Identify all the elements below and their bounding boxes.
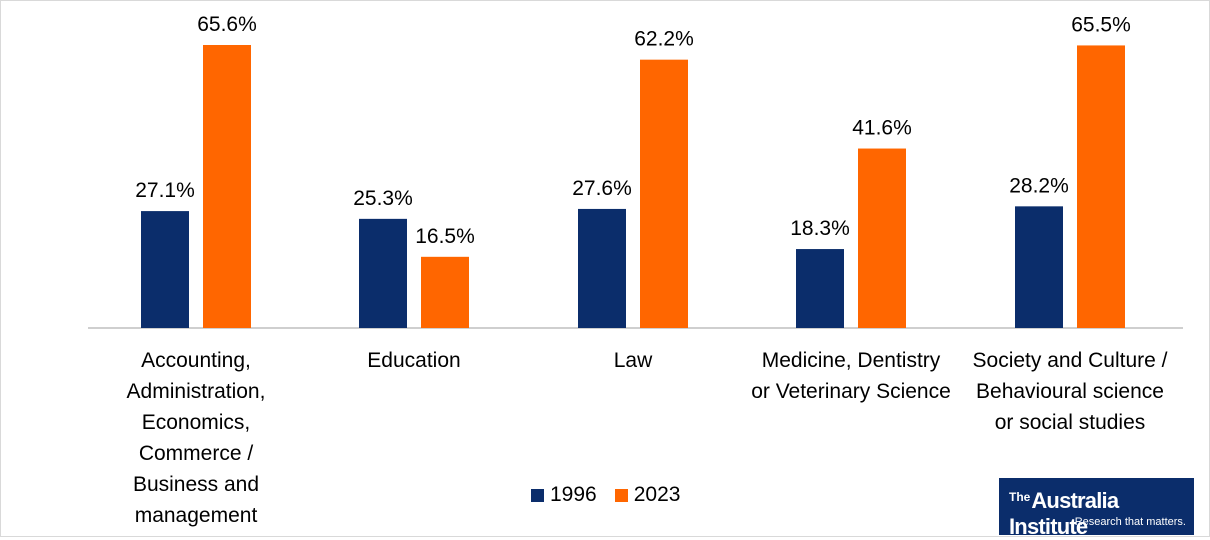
value-label-2023-2: 62.2%	[634, 28, 694, 51]
bar-2023-2	[640, 59, 688, 328]
category-label-1: Education	[367, 349, 461, 372]
logo-tagline: Research that matters.	[1074, 516, 1186, 528]
legend-label-2023: 2023	[633, 483, 681, 506]
value-label-2023-3: 41.6%	[852, 117, 912, 140]
category-label-3: Medicine, Dentistry or Veterinary Scienc…	[751, 349, 951, 403]
logo-name: TheAustralia Institute	[1009, 488, 1119, 539]
legend-swatch-2023	[614, 488, 628, 502]
value-label-1996-2: 27.6%	[572, 177, 632, 200]
bar-1996-0	[141, 211, 189, 328]
legend: 1996 2023	[531, 483, 698, 507]
value-label-2023-0: 65.6%	[197, 13, 257, 36]
value-label-2023-4: 65.5%	[1071, 13, 1131, 36]
bar-2023-1	[421, 256, 469, 328]
bar-1996-1	[359, 218, 407, 328]
bar-2023-0	[203, 45, 251, 328]
bar-2023-4	[1077, 45, 1125, 329]
legend-swatch-1996	[531, 488, 544, 502]
australia-institute-logo: TheAustralia Institute Research that mat…	[999, 478, 1194, 539]
bar-1996-2	[578, 208, 626, 328]
bar-1996-4	[1015, 206, 1063, 328]
legend-label-1996: 1996	[550, 483, 597, 506]
value-label-1996-3: 18.3%	[790, 217, 850, 240]
legend-item-1996: 1996	[531, 483, 597, 507]
bar-1996-3	[796, 249, 844, 328]
value-label-2023-1: 16.5%	[415, 225, 475, 248]
value-label-1996-4: 28.2%	[1009, 174, 1069, 197]
legend-item-2023: 2023	[614, 483, 681, 507]
value-label-1996-0: 27.1%	[135, 179, 195, 202]
bar-2023-3	[858, 148, 906, 328]
value-labels-group: 27.1% 65.6% 25.3%16.5% 27.6% 62.2% 18.3% 41.6%…	[135, 13, 1131, 248]
category-label-0: Accounting, Administration, Economics, C…	[126, 349, 266, 527]
bars-group	[141, 45, 1125, 329]
category-label-4: Society and Culture / Behavioural scienc…	[972, 349, 1168, 434]
category-label-2: Law	[613, 349, 653, 372]
value-label-1996-1: 25.3%	[353, 187, 413, 210]
